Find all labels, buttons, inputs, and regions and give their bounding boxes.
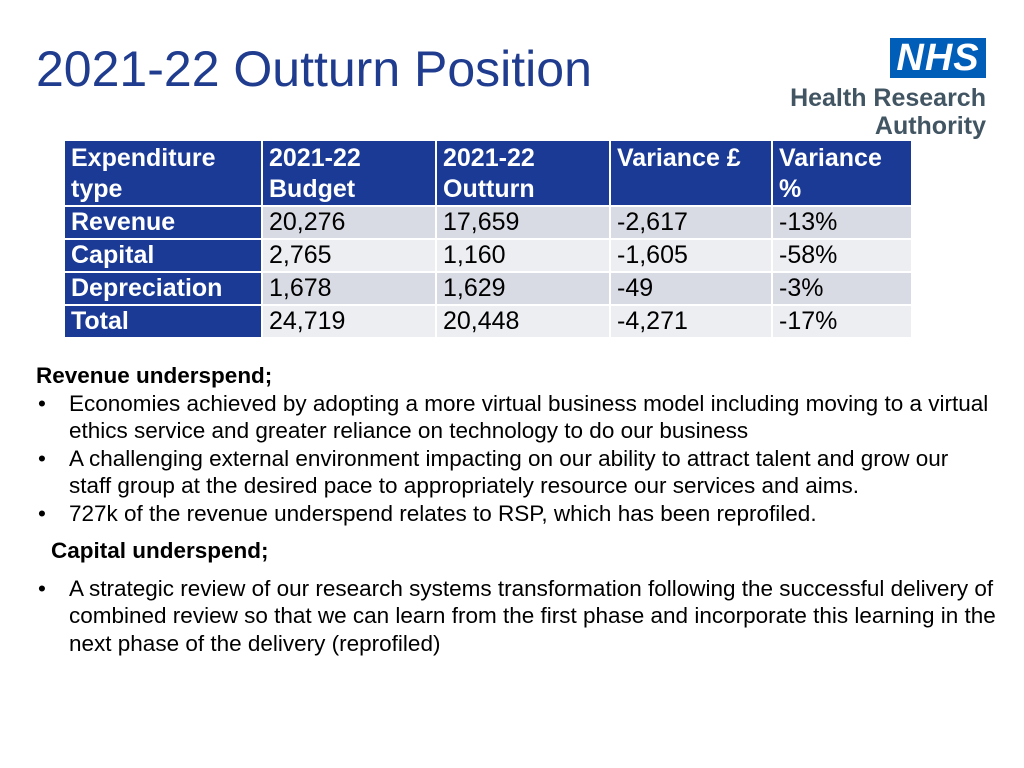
bullet-icon: •	[38, 500, 46, 526]
bullet-icon: •	[38, 445, 46, 471]
header-expenditure-type: Expenditure type	[63, 139, 263, 207]
row-variance: -4,271	[609, 304, 773, 339]
revenue-heading: Revenue underspend;	[36, 363, 273, 388]
list-item: • Economies achieved by adopting a more …	[36, 390, 996, 445]
page-title: 2021-22 Outturn Position	[36, 41, 592, 97]
notes-section: Revenue underspend; • Economies achieved…	[36, 362, 996, 657]
row-outturn: 17,659	[435, 205, 611, 240]
outturn-table: Expenditure type 2021-22 Budget 2021-22 …	[63, 139, 913, 339]
header-outturn: 2021-22 Outturn	[435, 139, 611, 207]
nhs-hra-logo: NHS Health Research Authority	[780, 38, 990, 144]
row-type: Capital	[63, 238, 263, 273]
row-variance: -49	[609, 271, 773, 306]
table-row: Revenue 20,276 17,659 -2,617 -13%	[63, 205, 913, 240]
capital-bullet-list: • A strategic review of our research sys…	[36, 575, 996, 658]
row-budget: 1,678	[261, 271, 437, 306]
header-budget: 2021-22 Budget	[261, 139, 437, 207]
bullet-text: 727k of the revenue underspend relates t…	[69, 500, 817, 526]
row-outturn: 1,160	[435, 238, 611, 273]
row-variance: -2,617	[609, 205, 773, 240]
header-variance-gbp: Variance £	[609, 139, 773, 207]
logo-org-line-1: Health Research	[790, 84, 986, 112]
table-header-row: Expenditure type 2021-22 Budget 2021-22 …	[63, 139, 913, 207]
row-budget: 2,765	[261, 238, 437, 273]
bullet-text: Economies achieved by adopting a more vi…	[69, 390, 989, 444]
table-row: Total 24,719 20,448 -4,271 -17%	[63, 304, 913, 339]
row-variance-pct: -58%	[771, 238, 913, 273]
row-outturn: 1,629	[435, 271, 611, 306]
row-budget: 24,719	[261, 304, 437, 339]
table-row: Capital 2,765 1,160 -1,605 -58%	[63, 238, 913, 273]
list-item: • A challenging external environment imp…	[36, 445, 996, 500]
nhs-badge: NHS	[890, 38, 986, 78]
bullet-icon: •	[38, 575, 46, 601]
row-type: Depreciation	[63, 271, 263, 306]
bullet-text: A strategic review of our research syste…	[69, 575, 996, 656]
row-variance-pct: -13%	[771, 205, 913, 240]
revenue-bullet-list: • Economies achieved by adopting a more …	[36, 390, 996, 528]
capital-heading: Capital underspend;	[51, 538, 269, 563]
row-variance: -1,605	[609, 238, 773, 273]
bullet-icon: •	[38, 390, 46, 416]
list-item: • A strategic review of our research sys…	[36, 575, 996, 658]
row-type: Total	[63, 304, 263, 339]
row-variance-pct: -17%	[771, 304, 913, 339]
list-item: • 727k of the revenue underspend relates…	[36, 500, 996, 528]
row-variance-pct: -3%	[771, 271, 913, 306]
row-type: Revenue	[63, 205, 263, 240]
row-budget: 20,276	[261, 205, 437, 240]
header-variance-pct: Variance %	[771, 139, 913, 207]
table-row: Depreciation 1,678 1,629 -49 -3%	[63, 271, 913, 306]
row-outturn: 20,448	[435, 304, 611, 339]
bullet-text: A challenging external environment impac…	[69, 445, 949, 499]
logo-org-line-2: Authority	[874, 112, 986, 140]
